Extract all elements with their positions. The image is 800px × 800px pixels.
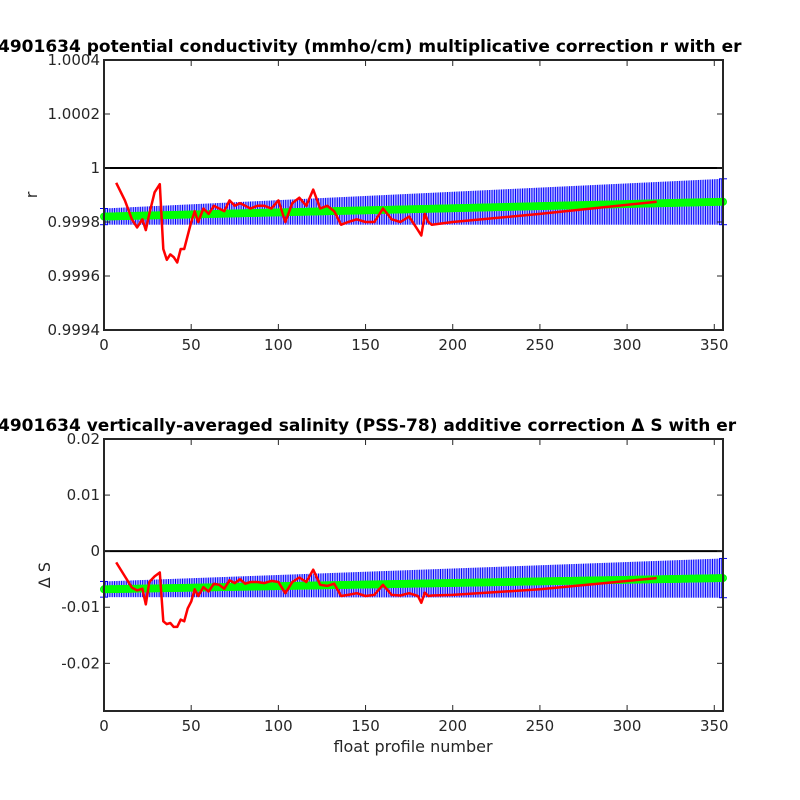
y-tick-label: 0.9996 (48, 267, 101, 285)
plot-frame (103, 59, 724, 331)
y-tick-label: 0.01 (67, 486, 100, 504)
x-axis-label: float profile number (333, 737, 493, 756)
series-line (115, 182, 657, 264)
y-tick-label: -0.02 (61, 654, 100, 672)
x-tick-label: 50 (182, 336, 201, 354)
y-tick-label: 0.9998 (48, 213, 101, 231)
x-tick-label: 0 (99, 717, 109, 735)
x-tick-label: 350 (700, 717, 729, 735)
y-tick-label: -0.01 (61, 598, 100, 616)
y-axis-label: Δ S (35, 562, 54, 588)
y-tick-label: 0.9994 (48, 321, 101, 339)
plot-frame (103, 438, 724, 712)
x-tick-label: 350 (700, 336, 729, 354)
axis-ticks: 0 50 100 150 200 250 300 350 0.9994 0.9996 0.9998 1… (48, 51, 729, 354)
chart-title: 4901634 potential conductivity (mmho/cm)… (0, 37, 742, 57)
y-axis-label: r (22, 191, 41, 198)
x-tick-label: 50 (182, 717, 201, 735)
plot-content (100, 167, 727, 264)
conductivity-correction-chart: 4901634 potential conductivity (mmho/cm)… (0, 37, 742, 354)
x-tick-label: 150 (351, 336, 380, 354)
x-tick-label: 250 (526, 336, 555, 354)
y-tick-label: 1.0004 (48, 51, 101, 69)
x-tick-label: 0 (99, 336, 109, 354)
y-tick-label: 0 (90, 542, 100, 560)
chart-title: 4901634 vertically-averaged salinity (PS… (0, 416, 737, 436)
salinity-correction-chart: 4901634 vertically-averaged salinity (PS… (0, 416, 737, 756)
y-tick-label: 1 (90, 159, 100, 177)
x-tick-label: 150 (351, 717, 380, 735)
x-tick-label: 250 (526, 717, 555, 735)
x-tick-label: 100 (264, 717, 293, 735)
x-tick-label: 200 (438, 717, 467, 735)
series-line (115, 561, 657, 629)
x-tick-label: 300 (613, 717, 642, 735)
y-tick-label: 1.0002 (48, 105, 101, 123)
axis-ticks: 0 50 100 150 200 250 300 350 -0.02 -0.01 0 0.01 0.02 (61, 430, 728, 735)
x-tick-label: 200 (438, 336, 467, 354)
x-tick-label: 300 (613, 336, 642, 354)
y-tick-label: 0.02 (67, 430, 100, 448)
x-tick-label: 100 (264, 336, 293, 354)
fit-line (103, 576, 724, 591)
plot-content (100, 550, 727, 629)
